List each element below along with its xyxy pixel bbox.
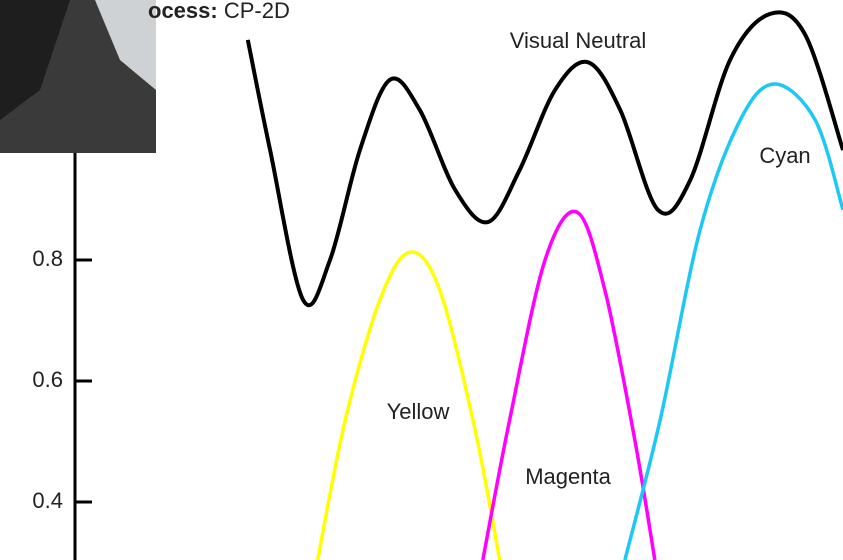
series-label: Magenta xyxy=(525,464,611,489)
title-value: CP-2D xyxy=(224,0,290,23)
series-line xyxy=(245,10,843,308)
title: ocess: CP-2D xyxy=(148,0,290,23)
plot-area: 0.4 0.6 0.8 xyxy=(32,10,843,560)
y-tick-label: 0.4 xyxy=(32,488,63,513)
photo-shadow xyxy=(0,0,70,120)
series-line xyxy=(623,82,843,560)
series-line xyxy=(315,250,502,560)
title-label: ocess: xyxy=(148,0,218,23)
series-label: Visual Neutral xyxy=(510,28,647,53)
y-tick-label: 0.6 xyxy=(32,367,63,392)
series-line xyxy=(481,209,657,560)
y-tick-label: 0.8 xyxy=(32,246,63,271)
photo-highlight xyxy=(95,0,156,90)
series-label: Cyan xyxy=(759,143,810,168)
series-label: Yellow xyxy=(387,399,450,424)
